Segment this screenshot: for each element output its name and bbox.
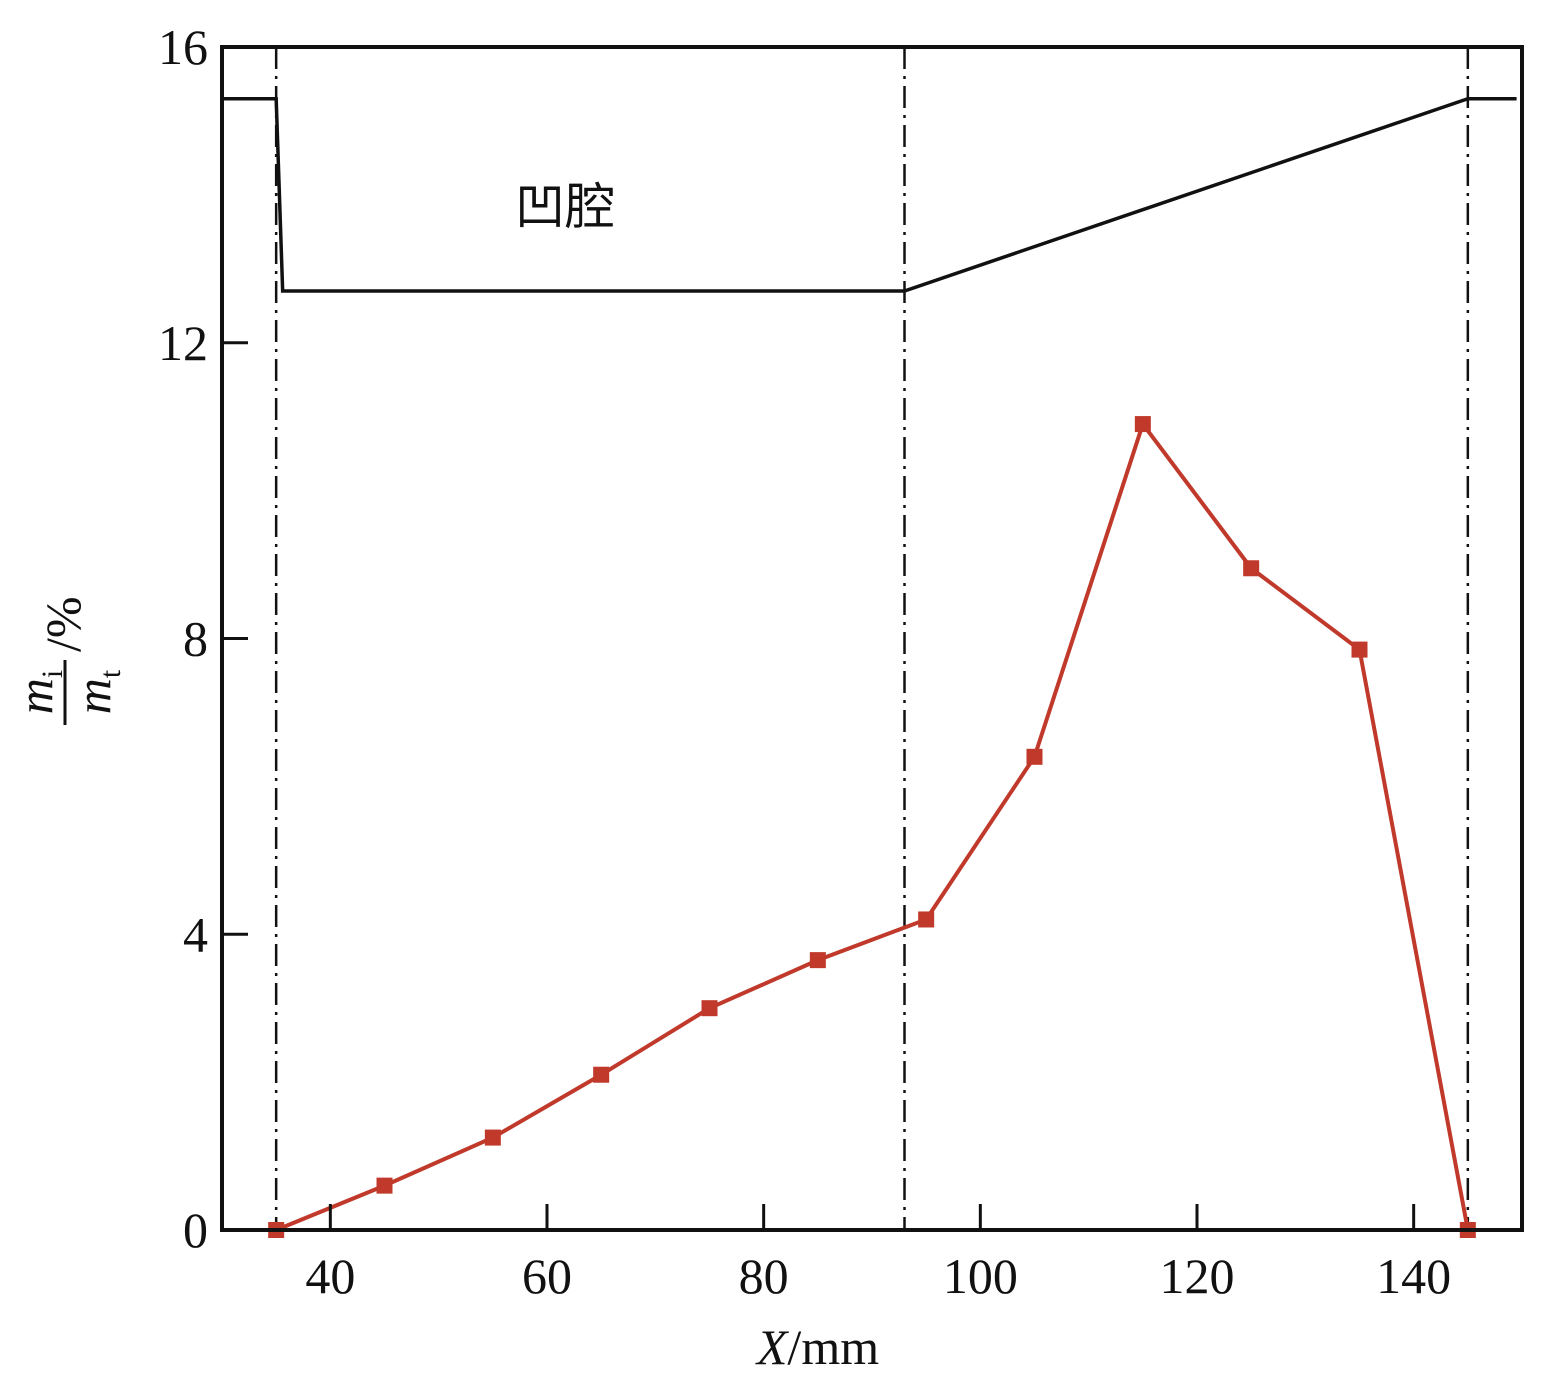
y-numerator-sub: i	[36, 670, 69, 678]
x-tick-label: 120	[1160, 1248, 1235, 1304]
x-axis-title: X/mm	[755, 1319, 879, 1373]
x-tick-label: 60	[522, 1248, 572, 1304]
profile-line	[222, 97, 1517, 293]
cavity-annotation: 凹腔	[515, 178, 615, 236]
cavity-profile	[222, 97, 1517, 293]
data-point	[1351, 641, 1368, 658]
y-axis-title-numerator: mi	[7, 670, 69, 714]
x-axis-title-unit: /mm	[787, 1319, 879, 1373]
y-tick-label: 0	[183, 1202, 208, 1258]
y-axis-title: mi mt /%	[7, 596, 127, 725]
y-axis-title-denominator: mt	[65, 669, 127, 714]
y-tick-label: 16	[158, 19, 208, 75]
data-point	[809, 952, 826, 969]
data-series	[268, 416, 1476, 1238]
y-axis: 0 4 8 12 16	[158, 19, 248, 1258]
x-tick-label: 140	[1376, 1248, 1451, 1304]
plot-frame	[220, 45, 1524, 1232]
data-point	[1243, 560, 1260, 577]
data-point	[1026, 748, 1043, 765]
y-numerator-m: m	[7, 678, 63, 714]
data-point	[484, 1129, 501, 1146]
y-tick-label: 12	[158, 315, 208, 371]
x-tick-label: 40	[305, 1248, 355, 1304]
x-axis-title-italic: X	[755, 1319, 790, 1373]
data-point	[918, 911, 935, 928]
data-point	[593, 1066, 610, 1083]
x-tick-label: 80	[739, 1248, 789, 1304]
series-line	[275, 419, 1470, 1232]
y-axis-title-unit: /%	[35, 596, 91, 652]
data-point	[376, 1177, 393, 1194]
y-denominator-sub: t	[94, 669, 127, 678]
y-denominator-m: m	[65, 678, 121, 714]
data-point	[1134, 416, 1151, 433]
x-axis: 40 60 80 100 120 140	[305, 1204, 1451, 1304]
data-point	[701, 1000, 718, 1017]
x-tick-label: 100	[943, 1248, 1018, 1304]
y-tick-label: 8	[183, 611, 208, 667]
region-divider-lines	[274, 47, 1470, 1230]
y-tick-label: 4	[183, 906, 208, 962]
